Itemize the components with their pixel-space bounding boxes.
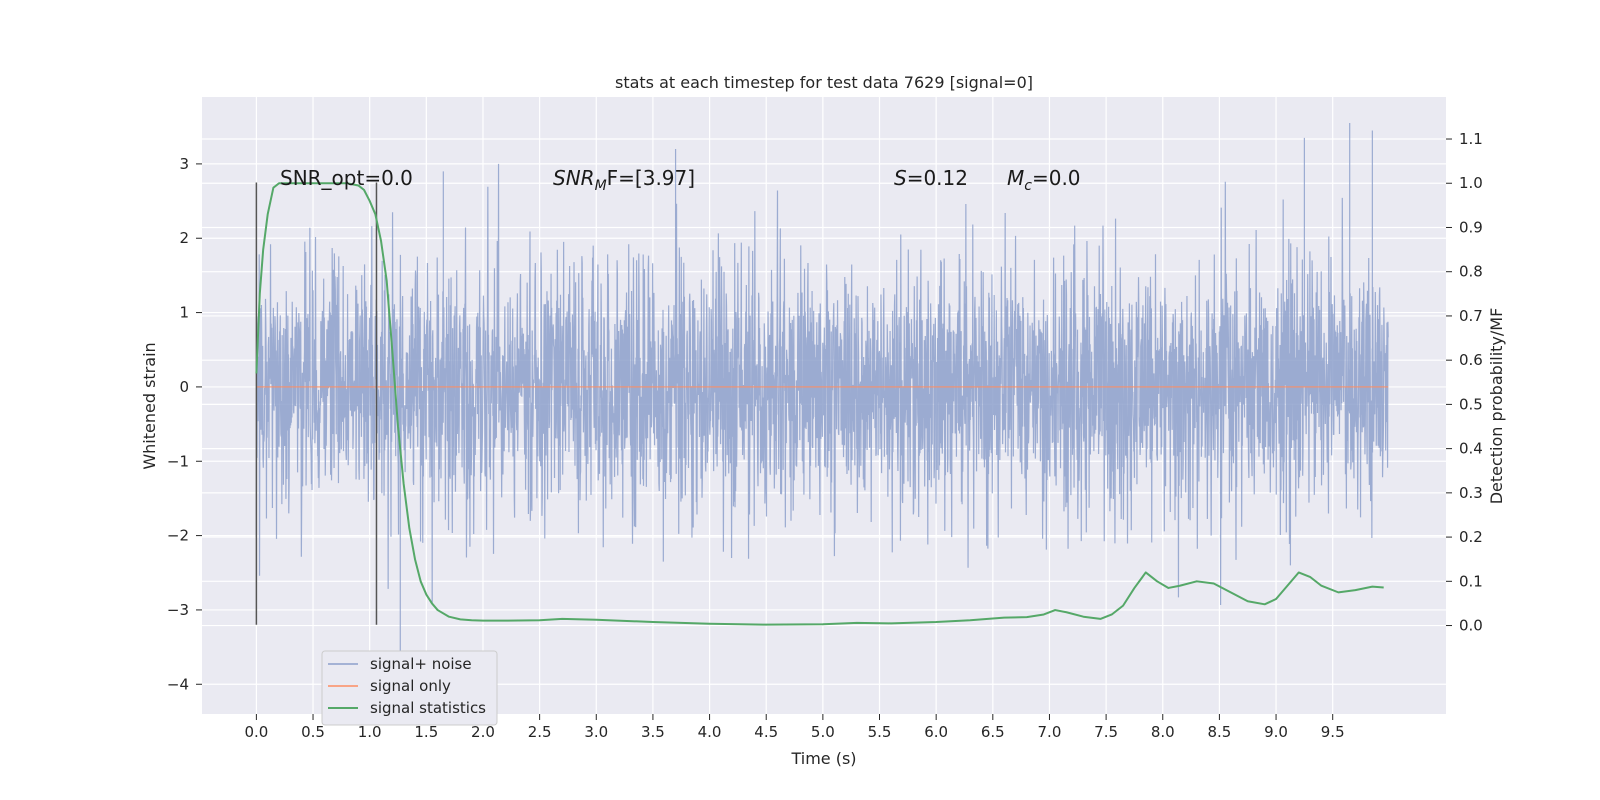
y2-tick-label: 0.4 bbox=[1459, 440, 1483, 458]
annotation-snr-opt: SNR_opt=0.0 bbox=[280, 166, 413, 190]
x-tick-label: 6.5 bbox=[981, 723, 1005, 741]
y2-tick-label: 0.3 bbox=[1459, 484, 1483, 502]
annotation-s-main: S bbox=[894, 166, 907, 190]
x-tick-label: 3.5 bbox=[641, 723, 665, 741]
y-axis-ticks: −4 −3 −2 −1 0 1 2 3 bbox=[167, 155, 202, 693]
annotation-mc-rest: =0.0 bbox=[1032, 166, 1081, 190]
x-tick-label: 5.5 bbox=[868, 723, 892, 741]
x-tick-label: 6.0 bbox=[924, 723, 948, 741]
x-axis-ticks: 0.0 0.5 1.0 1.5 2.0 2.5 3.0 3.5 4.0 4.5 5.0 5.5 6.0 6… bbox=[244, 714, 1345, 741]
y-tick-label: −3 bbox=[167, 601, 189, 619]
y-tick-label: −1 bbox=[167, 452, 189, 470]
chart-title: stats at each timestep for test data 762… bbox=[615, 73, 1033, 92]
annotation-mc-sub: c bbox=[1024, 178, 1032, 194]
vertical-markers bbox=[255, 182, 378, 625]
y2-tick-label: 1.0 bbox=[1459, 174, 1483, 192]
x-tick-label: 4.5 bbox=[754, 723, 778, 741]
y-tick-label: 1 bbox=[179, 304, 189, 322]
x-tick-label: 1.0 bbox=[358, 723, 382, 741]
y-tick-label: 3 bbox=[179, 155, 189, 173]
annotation-s-rest: =0.12 bbox=[907, 166, 968, 190]
x-tick-label: 4.0 bbox=[698, 723, 722, 741]
legend-box bbox=[321, 650, 498, 726]
legend-label-signal-only: signal only bbox=[370, 677, 451, 695]
legend: signal+ noise signal only signal statist… bbox=[321, 650, 498, 726]
annotation-snr-mf-sub: M bbox=[595, 178, 607, 194]
x-tick-label: 0.5 bbox=[301, 723, 325, 741]
x-tick-label: 2.5 bbox=[528, 723, 552, 741]
x-tick-label: 7.5 bbox=[1094, 723, 1118, 741]
x-tick-label: 2.0 bbox=[471, 723, 495, 741]
series-signal-statistics bbox=[255, 182, 1384, 626]
x-tick-label: 5.0 bbox=[811, 723, 835, 741]
annotation-s: S=0.12 bbox=[894, 166, 968, 190]
y2-tick-label: 0.9 bbox=[1459, 218, 1483, 236]
y2-tick-label: 0.2 bbox=[1459, 528, 1483, 546]
y-tick-label: 2 bbox=[179, 229, 189, 247]
x-tick-label: 3.0 bbox=[584, 723, 608, 741]
y2-tick-label: 0.7 bbox=[1459, 307, 1483, 325]
x-tick-label: 8.0 bbox=[1151, 723, 1175, 741]
y2-tick-label: 0.5 bbox=[1459, 395, 1483, 413]
annotation-snr-mf-main: SNR bbox=[553, 166, 595, 190]
x-tick-label: 9.0 bbox=[1264, 723, 1288, 741]
annotation-mc-main: M bbox=[1007, 166, 1024, 190]
y2-tick-label: 0.0 bbox=[1459, 617, 1483, 635]
y-axis-label: Whitened strain bbox=[140, 342, 159, 469]
y-tick-label: −4 bbox=[167, 675, 189, 693]
y2-tick-label: 1.1 bbox=[1459, 130, 1483, 148]
series-signal-statistics-line bbox=[255, 182, 1384, 626]
x-axis-label: Time (s) bbox=[790, 749, 856, 768]
y-tick-label: 0 bbox=[179, 378, 189, 396]
y2-tick-label: 0.8 bbox=[1459, 263, 1483, 281]
series-signal-plus-noise bbox=[255, 123, 1389, 651]
y2-axis-ticks: 0.0 0.1 0.2 0.3 0.4 0.5 0.6 0.7 0.8 0.9 1.0 1.1 bbox=[1446, 130, 1483, 635]
series-signal-plus-noise-line bbox=[255, 123, 1389, 651]
x-tick-label: 0.0 bbox=[244, 723, 268, 741]
legend-label-signal-statistics: signal statistics bbox=[370, 699, 486, 717]
y2-tick-label: 0.6 bbox=[1459, 351, 1483, 369]
x-tick-label: 1.5 bbox=[414, 723, 438, 741]
annotation-snr-mf-rest: F=[3.97] bbox=[607, 166, 695, 190]
annotation-snr-mf: SNRMF=[3.97] bbox=[553, 166, 695, 194]
x-tick-label: 9.5 bbox=[1321, 723, 1345, 741]
y-tick-label: −2 bbox=[167, 527, 189, 545]
annotation-mc: Mc=0.0 bbox=[1007, 166, 1081, 194]
y2-tick-label: 0.1 bbox=[1459, 572, 1483, 590]
legend-label-signal-plus-noise: signal+ noise bbox=[370, 655, 472, 673]
y2-axis-label: Detection probability/MF bbox=[1487, 308, 1506, 505]
x-tick-label: 7.0 bbox=[1038, 723, 1062, 741]
x-tick-label: 8.5 bbox=[1207, 723, 1231, 741]
